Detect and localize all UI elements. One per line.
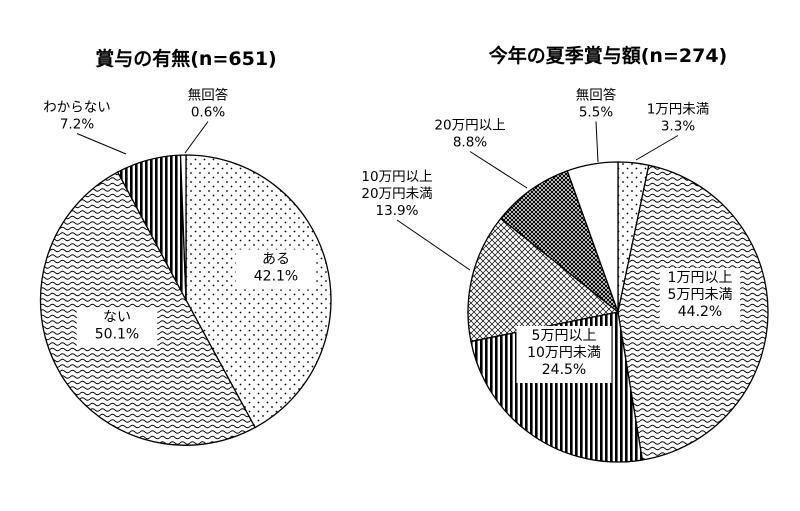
slice-category-label: ない [103, 310, 131, 326]
slice-category-label: 5万円未満 [668, 287, 733, 303]
slice-category-label: 10万円以上 [361, 169, 432, 185]
slice-value-label: 50.1% [95, 327, 139, 343]
leader-line [184, 121, 209, 154]
leader-line [469, 151, 528, 189]
slice-value-label: 13.9% [376, 203, 419, 219]
slice-category-label: 20万円以上 [434, 118, 505, 134]
chart-2-slice-6 [566, 161, 619, 313]
slice-category-label: わからない [43, 100, 111, 116]
slice-value-label: 42.1% [254, 269, 298, 285]
label-background [659, 268, 741, 325]
leader-line [635, 135, 679, 161]
label-background [235, 249, 317, 290]
slice-category-label: 10万円未満 [527, 345, 601, 361]
slice-category-label: 1万円未満 [647, 102, 710, 118]
leader-line [595, 121, 599, 163]
chart-1-title: 賞与の有無(n=651) [95, 47, 276, 70]
slice-category-label: 無回答 [188, 87, 229, 104]
chart-1-slice-1 [185, 154, 332, 429]
slice-value-label: 8.8% [453, 135, 487, 151]
leader-line [396, 219, 471, 271]
chart-1-slices [39, 154, 332, 446]
chart-2-slice-5 [499, 169, 620, 314]
chart-2-slice-4 [467, 217, 620, 343]
slice-value-label: 0.6% [191, 105, 225, 121]
leader-line [76, 133, 127, 155]
slice-value-label: 5.5% [579, 105, 613, 121]
slice-category-label: 1万円以上 [668, 270, 733, 286]
slice-value-label: 44.2% [678, 304, 722, 320]
slice-value-label: 7.2% [60, 117, 94, 133]
slice-category-label: ある [262, 252, 290, 268]
slice-category-label: 20万円未満 [361, 186, 432, 202]
chart-1-slice-4 [179, 154, 187, 301]
slice-value-label: 24.5% [542, 362, 586, 378]
slice-category-label: 5万円以上 [532, 328, 597, 344]
slice-category-label: 無回答 [576, 87, 617, 104]
chart-2-title: 今年の夏季賞与額(n=274) [488, 44, 727, 67]
label-background [76, 307, 158, 348]
label-background [516, 326, 612, 383]
slice-value-label: 3.3% [661, 119, 695, 135]
